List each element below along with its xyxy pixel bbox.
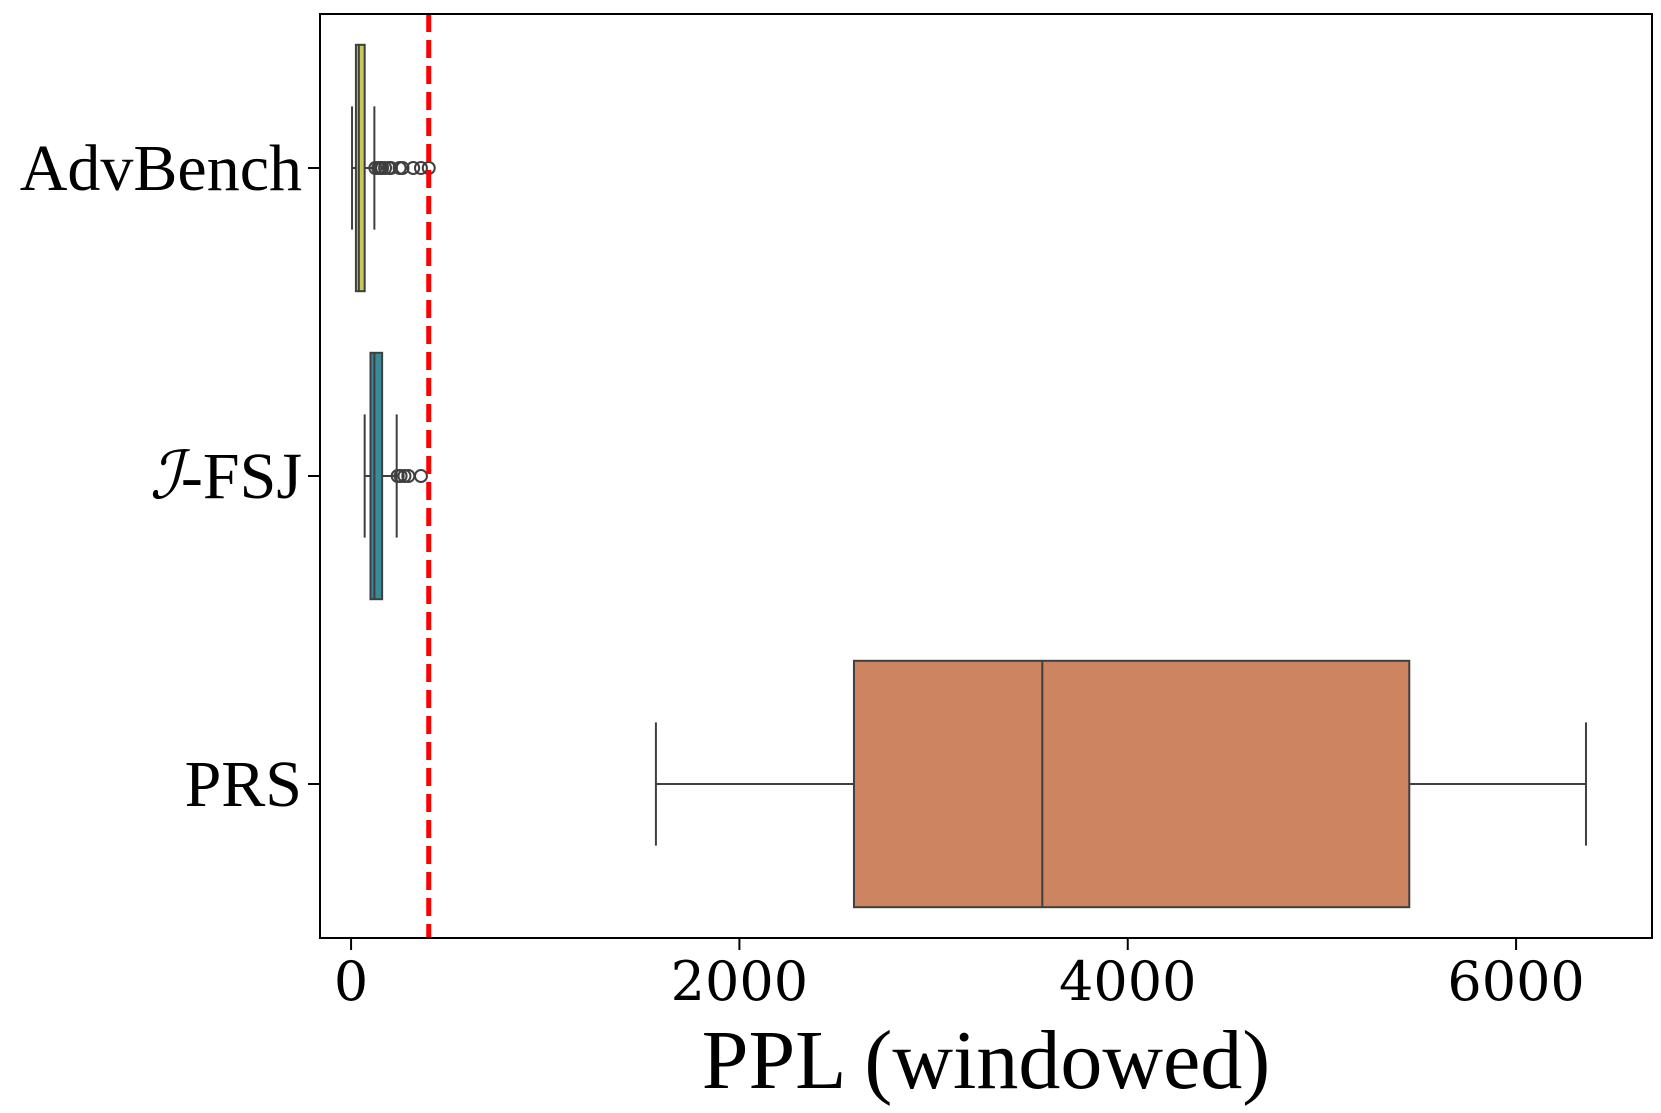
x-tick-label: 2000 bbox=[671, 950, 808, 1013]
plot-area bbox=[351, 14, 1587, 938]
iqr-box bbox=[354, 43, 366, 293]
x-axis-label: PPL (windowed) bbox=[702, 1014, 1271, 1107]
x-tick-label: 6000 bbox=[1447, 950, 1584, 1013]
x-tick-label: 0 bbox=[334, 950, 368, 1013]
label-text: AdvBench bbox=[20, 132, 302, 205]
outlier-point bbox=[413, 469, 428, 483]
label-text: -FSJ bbox=[181, 440, 302, 513]
box-prs bbox=[654, 659, 1587, 909]
outlier-point bbox=[397, 469, 412, 483]
label-text: PRS bbox=[185, 748, 302, 821]
outlier-point bbox=[406, 161, 421, 175]
y-axis: AdvBench ℐ-FSJ PRS bbox=[20, 132, 320, 821]
iqr-box bbox=[369, 351, 384, 601]
outlier-point bbox=[378, 161, 393, 175]
y-tick-label: ℐ-FSJ bbox=[150, 440, 302, 513]
box-advbench bbox=[351, 43, 436, 293]
iqr-box bbox=[852, 659, 1411, 909]
box-fsj bbox=[363, 351, 428, 601]
y-tick-label: AdvBench bbox=[20, 132, 302, 205]
x-tick-label: 4000 bbox=[1059, 950, 1196, 1013]
x-axis: 0 2000 4000 6000 bbox=[334, 938, 1585, 1013]
outlier-point bbox=[393, 469, 408, 483]
y-tick-label: PRS bbox=[185, 748, 302, 821]
outlier-point bbox=[413, 161, 428, 175]
outlier-point bbox=[395, 161, 410, 175]
